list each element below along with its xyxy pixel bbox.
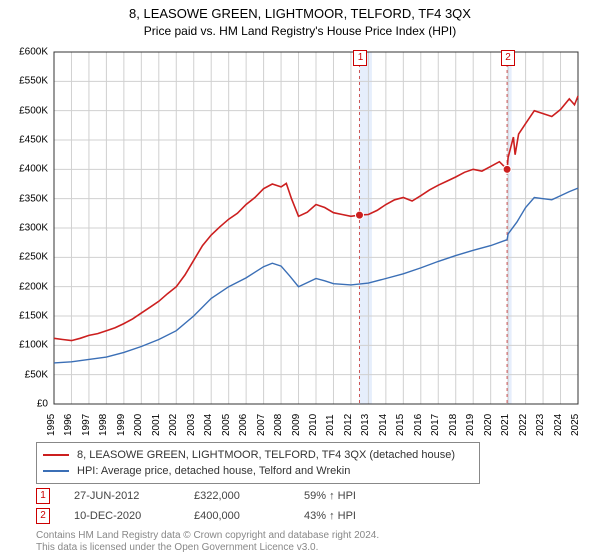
x-tick-label: 2017 <box>430 414 441 436</box>
x-tick-label: 2008 <box>273 414 284 436</box>
x-tick-label: 2024 <box>553 414 564 436</box>
x-tick-label: 2023 <box>535 414 546 436</box>
legend-row: 8, LEASOWE GREEN, LIGHTMOOR, TELFORD, TF… <box>43 447 473 463</box>
y-tick-label: £600K <box>19 47 48 58</box>
legend-swatch <box>43 470 69 472</box>
legend-label: 8, LEASOWE GREEN, LIGHTMOOR, TELFORD, TF… <box>77 449 455 461</box>
legend-swatch <box>43 454 69 456</box>
sales-row: 1 27-JUN-2012 £322,000 59% ↑ HPI <box>36 486 414 506</box>
chart-svg <box>54 52 578 404</box>
footer-attribution: Contains HM Land Registry data © Crown c… <box>36 530 379 554</box>
x-tick-label: 1997 <box>81 414 92 436</box>
x-tick-label: 2021 <box>500 414 511 436</box>
x-tick-label: 2015 <box>395 414 406 436</box>
sale-marker-badge: 1 <box>36 488 50 504</box>
x-tick-label: 2018 <box>448 414 459 436</box>
sale-date: 10-DEC-2020 <box>74 510 194 522</box>
x-tick-label: 1999 <box>116 414 127 436</box>
y-tick-label: £400K <box>19 164 48 175</box>
x-tick-label: 1995 <box>46 414 57 436</box>
x-tick-label: 2022 <box>518 414 529 436</box>
y-tick-label: £500K <box>19 105 48 116</box>
x-tick-label: 2000 <box>133 414 144 436</box>
x-tick-label: 1996 <box>63 414 74 436</box>
chart-title-line2: Price paid vs. HM Land Registry's House … <box>0 21 600 38</box>
footer-line2: This data is licensed under the Open Gov… <box>36 542 379 554</box>
x-tick-label: 2007 <box>256 414 267 436</box>
sale-marker-badge: 2 <box>36 508 50 524</box>
x-tick-label: 2005 <box>221 414 232 436</box>
sale-date: 27-JUN-2012 <box>74 490 194 502</box>
footer-line1: Contains HM Land Registry data © Crown c… <box>36 530 379 542</box>
legend-row: HPI: Average price, detached house, Telf… <box>43 463 473 479</box>
y-tick-label: £100K <box>19 340 48 351</box>
y-tick-label: £200K <box>19 281 48 292</box>
x-tick-label: 2020 <box>483 414 494 436</box>
x-tick-label: 2016 <box>413 414 424 436</box>
x-tick-label: 2002 <box>168 414 179 436</box>
x-tick-label: 1998 <box>98 414 109 436</box>
legend-label: HPI: Average price, detached house, Telf… <box>77 465 350 477</box>
y-tick-label: £0 <box>37 399 48 410</box>
sales-row: 2 10-DEC-2020 £400,000 43% ↑ HPI <box>36 506 414 526</box>
chart-title-line1: 8, LEASOWE GREEN, LIGHTMOOR, TELFORD, TF… <box>0 0 600 21</box>
x-tick-label: 2012 <box>343 414 354 436</box>
sale-pct: 59% ↑ HPI <box>304 490 414 502</box>
sale-marker-flag: 2 <box>501 50 515 66</box>
sale-price: £400,000 <box>194 510 304 522</box>
x-tick-label: 2001 <box>151 414 162 436</box>
x-tick-label: 2014 <box>378 414 389 436</box>
sale-pct: 43% ↑ HPI <box>304 510 414 522</box>
x-tick-label: 2019 <box>465 414 476 436</box>
x-tick-label: 2010 <box>308 414 319 436</box>
y-tick-label: £150K <box>19 311 48 322</box>
sale-price: £322,000 <box>194 490 304 502</box>
chart-plot-area: £0£50K£100K£150K£200K£250K£300K£350K£400… <box>54 52 578 404</box>
legend: 8, LEASOWE GREEN, LIGHTMOOR, TELFORD, TF… <box>36 442 480 484</box>
y-tick-label: £550K <box>19 76 48 87</box>
y-tick-label: £300K <box>19 223 48 234</box>
x-tick-label: 2003 <box>186 414 197 436</box>
y-tick-label: £250K <box>19 252 48 263</box>
y-tick-label: £50K <box>25 369 48 380</box>
y-tick-label: £350K <box>19 193 48 204</box>
sales-table: 1 27-JUN-2012 £322,000 59% ↑ HPI 2 10-DE… <box>36 486 414 526</box>
x-tick-label: 2009 <box>291 414 302 436</box>
x-tick-label: 2004 <box>203 414 214 436</box>
x-tick-label: 2011 <box>325 414 336 436</box>
y-tick-label: £450K <box>19 135 48 146</box>
x-tick-label: 2006 <box>238 414 249 436</box>
x-tick-label: 2025 <box>570 414 581 436</box>
sale-marker-flag: 1 <box>353 50 367 66</box>
chart-container: 8, LEASOWE GREEN, LIGHTMOOR, TELFORD, TF… <box>0 0 600 560</box>
x-tick-label: 2013 <box>360 414 371 436</box>
